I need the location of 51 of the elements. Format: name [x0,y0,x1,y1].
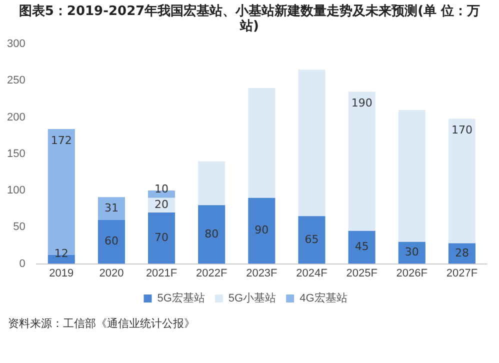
legend-label: 5G小基站 [228,292,276,305]
x-tick-label: 2025F [346,267,378,280]
data-label: 90 [254,224,269,237]
data-label: 60 [104,234,118,248]
data-label: 31 [104,201,118,214]
bar [398,110,426,242]
data-label: 28 [454,246,469,260]
bar [248,198,276,264]
data-label: 190 [351,96,372,110]
x-tick-label: 2023F [246,267,278,280]
bar [198,161,226,206]
data-label: 172 [50,134,72,147]
x-tick-label: 2019 [49,267,74,280]
chart-title: 图表5：2019-2027年我国宏基站、小基站新建数量走势及未来预测(单 位：万站) [18,4,482,34]
bar [348,92,376,231]
y-tick-label: 0 [19,258,26,270]
text: 资料来源：工信部《通信业统计公报》 [8,316,196,331]
data-label: 20 [154,198,169,212]
legend-label: 5G宏基站 [157,292,205,305]
bar [48,255,75,264]
data-label: 12 [54,246,68,260]
bar [148,212,176,264]
bar [298,70,326,216]
bar [98,220,125,264]
data-label: 30 [404,246,419,259]
x-tick-label: 2026F [396,267,428,280]
data-label: 70 [154,231,169,244]
y-tick-label: 150 [6,148,26,160]
data-label: 10 [154,182,169,196]
data-label: 170 [451,124,472,137]
bar [48,128,75,256]
y-tick-label: 100 [6,184,26,197]
bar [198,205,226,264]
x-tick-label: 2027F [446,267,478,280]
x-tick-label: 2021F [146,267,178,280]
legend-label: 4G宏基站 [300,292,348,305]
bar [248,88,276,198]
x-tick-label: 2022F [196,267,228,280]
x-tick-label: 2024F [296,267,328,280]
bar [298,216,326,264]
y-tick-label: 300 [6,38,26,50]
bar [98,197,125,220]
bar [448,118,476,244]
y-tick-label: 200 [6,111,26,124]
x-tick-label: 2020 [99,267,124,280]
y-tick-label: 250 [6,74,26,87]
bar [348,230,376,264]
y-tick-label: 50 [13,221,26,234]
data-label: 45 [354,240,369,254]
data-label: 80 [204,227,219,240]
data-label: 65 [304,232,319,246]
